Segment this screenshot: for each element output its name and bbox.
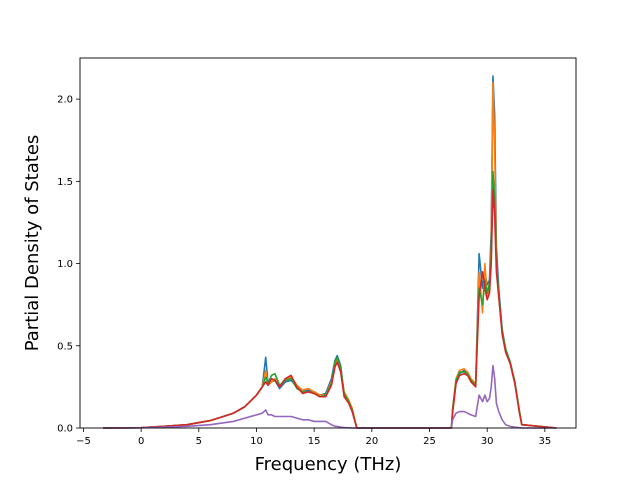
- y-axis-label: Partial Density of States: [22, 135, 43, 352]
- series-line-4: [103, 188, 557, 429]
- x-axis-label: Frequency (THz): [255, 454, 402, 475]
- x-tick-label: 0: [138, 436, 144, 447]
- y-tick-label: 1.0: [57, 259, 73, 270]
- x-tick-label: 10: [250, 436, 263, 447]
- y-tick-label: 0.5: [57, 341, 73, 352]
- x-tick-label: 35: [538, 436, 551, 447]
- x-tick-label: 15: [308, 436, 321, 447]
- y-tick-label: 2.0: [57, 95, 73, 106]
- x-axis: −5 0 5 10 15 20 25 30 35: [76, 428, 551, 447]
- x-tick-label: −5: [76, 436, 91, 447]
- plot-frame: [79, 57, 577, 429]
- x-tick-label: 5: [196, 436, 202, 447]
- x-tick-label: 25: [423, 436, 436, 447]
- x-tick-label: 30: [481, 436, 494, 447]
- y-tick-label: 0.0: [57, 424, 73, 435]
- y-axis: 0.0 0.5 1.0 1.5 2.0: [57, 95, 80, 435]
- y-tick-label: 1.5: [57, 177, 73, 188]
- x-tick-label: 20: [365, 436, 378, 447]
